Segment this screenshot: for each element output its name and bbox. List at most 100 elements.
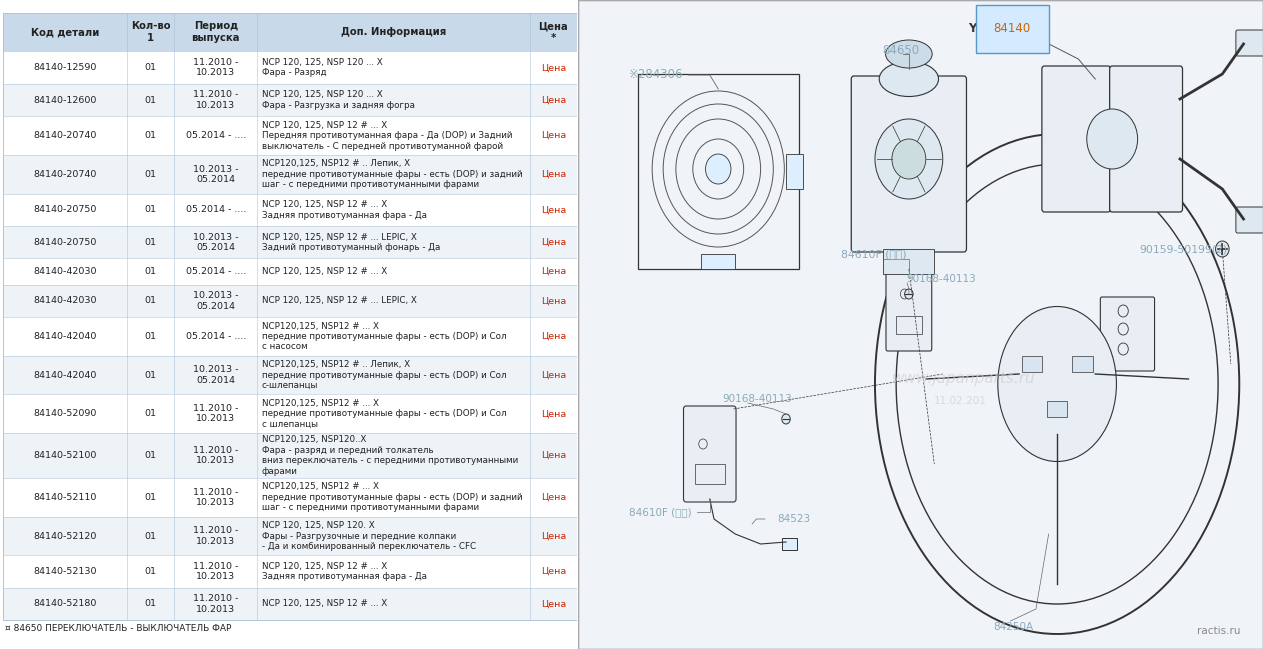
Text: 10.2013 -
05.2014: 10.2013 - 05.2014	[193, 165, 239, 184]
Text: 84140-42030: 84140-42030	[33, 267, 96, 276]
Text: NCP120,125, NSP120..X
Фара - разряд и передний толкатель
вниз переключатель - с : NCP120,125, NSP120..X Фара - разряд и пе…	[261, 435, 518, 476]
Bar	[3, 13, 577, 51]
Text: Цена: Цена	[541, 131, 566, 140]
Text: ¤ 84650 ПЕРЕКЛЮЧАТЕЛЬ - ВЫКЛЮЧАТЕЛЬ ФАР: ¤ 84650 ПЕРЕКЛЮЧАТЕЛЬ - ВЫКЛЮЧАТЕЛЬ ФАР	[5, 624, 232, 633]
Bar	[3, 193, 577, 226]
Text: Цена
*: Цена *	[538, 21, 568, 43]
Text: 10.2013 -
05.2014: 10.2013 - 05.2014	[193, 365, 239, 385]
Text: 84140-52090: 84140-52090	[33, 410, 96, 418]
Circle shape	[782, 414, 791, 424]
Text: NCP 120, 125, NSP 12 # ... X: NCP 120, 125, NSP 12 # ... X	[261, 600, 388, 609]
Text: 11.2010 -
10.2013: 11.2010 - 10.2013	[193, 446, 239, 465]
Text: 01: 01	[145, 567, 157, 576]
Text: 05.2014 - ....: 05.2014 - ....	[186, 205, 246, 214]
Text: Цена: Цена	[541, 493, 566, 502]
Text: 05.2014 - ....: 05.2014 - ....	[186, 131, 246, 140]
Text: Цена: Цена	[541, 451, 566, 460]
Bar	[782, 538, 797, 550]
Text: 11.02.201: 11.02.201	[935, 396, 988, 406]
Text: NCP120,125, NSP12 # .. Лепик, X
передние противотуманные фары - есть (DOP) и зад: NCP120,125, NSP12 # .. Лепик, X передние…	[261, 160, 523, 189]
Bar	[3, 155, 577, 193]
Text: 01: 01	[145, 205, 157, 214]
Bar	[1022, 356, 1042, 372]
Circle shape	[706, 154, 731, 184]
Bar	[3, 51, 577, 84]
Text: NCP120,125, NSP12 # ... X
передние противотуманные фары - есть (DOP) и Сол
с нас: NCP120,125, NSP12 # ... X передние проти…	[261, 321, 506, 351]
Bar	[3, 317, 577, 356]
Bar	[897, 316, 922, 334]
Text: 01: 01	[145, 170, 157, 178]
Text: Цена: Цена	[541, 170, 566, 178]
Text: NCP 120, 125, NSP 120 ... X
Фара - Разряд: NCP 120, 125, NSP 120 ... X Фара - Разря…	[261, 58, 383, 77]
Bar	[1047, 401, 1067, 417]
Circle shape	[904, 289, 913, 299]
Text: 10.2013 -
05.2014: 10.2013 - 05.2014	[193, 291, 239, 311]
Text: Цена: Цена	[541, 371, 566, 380]
Text: 01: 01	[145, 600, 157, 609]
Bar	[638, 74, 798, 269]
Circle shape	[1215, 241, 1229, 257]
Text: 01: 01	[145, 332, 157, 341]
Bar	[3, 588, 577, 620]
Text: 01: 01	[145, 371, 157, 380]
Text: 01: 01	[145, 131, 157, 140]
Text: NCP 120, 125, NSP 12 # ... LEPIC, X
Задний противотуманный фонарь - Да: NCP 120, 125, NSP 12 # ... LEPIC, X Задн…	[261, 232, 441, 252]
FancyBboxPatch shape	[683, 406, 736, 502]
Text: NCP120,125, NSP12 # ... X
передние противотуманные фары - есть (DOP) и Сол
с шле: NCP120,125, NSP12 # ... X передние проти…	[261, 399, 506, 428]
Text: NCP 120, 125, NSP 12 # ... X
Задняя противотуманная фара - Да: NCP 120, 125, NSP 12 # ... X Задняя прот…	[261, 562, 427, 582]
Text: www.japanparts.ru: www.japanparts.ru	[892, 371, 1036, 387]
Text: 84650: 84650	[882, 45, 919, 58]
Bar	[3, 433, 577, 478]
Bar	[3, 556, 577, 588]
Text: 01: 01	[145, 297, 157, 306]
Text: Цена: Цена	[541, 95, 566, 104]
Text: NCP120,125, NSP12 # .. Лепик, X
передние противотуманные фары - есть (DOP) и Сол: NCP120,125, NSP12 # .. Лепик, X передние…	[261, 360, 506, 390]
Text: 11.2010 -
10.2013: 11.2010 - 10.2013	[193, 58, 239, 77]
Text: Цена: Цена	[541, 267, 566, 276]
Text: ※284306: ※284306	[629, 69, 683, 82]
Text: Кол-во
1: Кол-во 1	[131, 21, 171, 43]
Text: 01: 01	[145, 63, 157, 72]
Text: 11.2010 -
10.2013: 11.2010 - 10.2013	[193, 562, 239, 582]
Text: 11.2010 -
10.2013: 11.2010 - 10.2013	[193, 594, 239, 614]
Text: 05.2014 - ....: 05.2014 - ....	[186, 267, 246, 276]
Text: 84140-20740: 84140-20740	[33, 131, 96, 140]
Text: 01: 01	[145, 493, 157, 502]
Text: 01: 01	[145, 410, 157, 418]
Text: Y01: Y01	[969, 23, 993, 36]
Bar	[786, 154, 803, 189]
FancyBboxPatch shape	[851, 76, 966, 252]
Text: Цена: Цена	[541, 332, 566, 341]
Bar	[3, 226, 577, 258]
Text: 84140-52130: 84140-52130	[33, 567, 96, 576]
Text: 01: 01	[145, 451, 157, 460]
Text: 10.2013 -
05.2014: 10.2013 - 05.2014	[193, 232, 239, 252]
Text: NCP 120, 125, NSP 12 # ... LEPIC, X: NCP 120, 125, NSP 12 # ... LEPIC, X	[261, 297, 417, 306]
FancyBboxPatch shape	[1110, 66, 1182, 212]
Bar	[3, 517, 577, 556]
Text: 84140-20740: 84140-20740	[33, 170, 96, 178]
Bar	[3, 285, 577, 317]
Bar	[1072, 356, 1092, 372]
Text: 90168-40113: 90168-40113	[907, 274, 976, 284]
Text: 84140-42040: 84140-42040	[33, 332, 96, 341]
Text: NCP 120, 125, NSP 120 ... X
Фара - Разгрузка и задняя фогра: NCP 120, 125, NSP 120 ... X Фара - Разгр…	[261, 90, 414, 110]
Text: 01: 01	[145, 532, 157, 541]
Bar	[3, 84, 577, 116]
Text: NCP 120, 125, NSP 12 # ... X
Передняя противотуманная фара - Да (DOP) и Задний
в: NCP 120, 125, NSP 12 # ... X Передняя пр…	[261, 121, 513, 151]
Text: Цена: Цена	[541, 600, 566, 609]
Circle shape	[875, 119, 942, 199]
Text: 84140-20750: 84140-20750	[33, 205, 96, 214]
Text: 84140-52180: 84140-52180	[33, 600, 96, 609]
Text: ractis.ru: ractis.ru	[1197, 626, 1240, 636]
FancyBboxPatch shape	[1100, 297, 1154, 371]
Text: 84140: 84140	[994, 23, 1031, 36]
Circle shape	[892, 139, 926, 179]
Text: NCP 120, 125, NSP 12 # ... X
Задняя противотуманная фара - Да: NCP 120, 125, NSP 12 # ... X Задняя прот…	[261, 200, 427, 219]
Text: 84140-20750: 84140-20750	[33, 238, 96, 247]
Text: 84250A: 84250A	[994, 622, 1033, 632]
Ellipse shape	[998, 306, 1116, 461]
Text: 11.2010 -
10.2013: 11.2010 - 10.2013	[193, 526, 239, 546]
Text: 84140-12590: 84140-12590	[33, 63, 96, 72]
Text: 84140-42040: 84140-42040	[33, 371, 96, 380]
